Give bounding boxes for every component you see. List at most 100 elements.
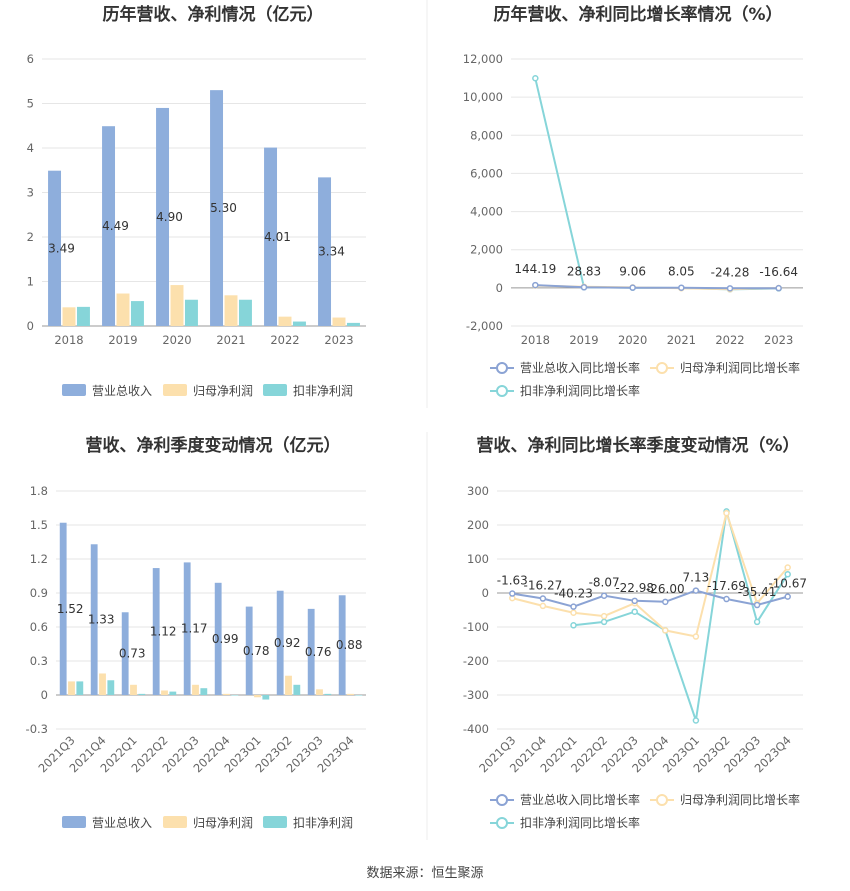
data-label: 28.83 — [567, 264, 601, 278]
legend-label: 归母净利润 — [193, 384, 253, 398]
bar-revenue — [338, 595, 346, 695]
data-label: -16.64 — [759, 265, 798, 279]
data-label: 0.88 — [336, 638, 363, 652]
bar-net-profit — [99, 673, 106, 695]
bar-deducted-profit — [76, 681, 84, 695]
series-point — [580, 284, 588, 291]
bar-net-profit — [347, 693, 354, 695]
data-label: 3.34 — [318, 245, 345, 259]
series-point — [570, 603, 577, 610]
x-tick-label: 2020 — [162, 333, 191, 347]
bar-revenue — [245, 606, 253, 695]
bar-revenue — [48, 170, 62, 326]
bar-revenue — [156, 107, 170, 326]
series-point — [723, 595, 730, 603]
bar-net-profit — [223, 693, 230, 695]
legend-label: 营业总收入同比增长率 — [520, 792, 640, 807]
bar-deducted-profit — [200, 688, 208, 695]
legend-swatch — [163, 816, 187, 828]
series-point — [723, 509, 730, 517]
legend-swatch-marker — [496, 385, 508, 397]
x-tick-label: 2022 — [715, 333, 744, 347]
bar-deducted-profit — [138, 693, 146, 695]
data-label: -8.07 — [589, 576, 620, 590]
bar-revenue — [102, 126, 116, 326]
legend-label: 归母净利润同比增长率 — [680, 792, 800, 807]
bar-net-profit — [170, 285, 184, 326]
series-point — [600, 618, 608, 626]
series-point — [539, 602, 547, 610]
legend-swatch-marker — [656, 362, 668, 374]
bar-revenue — [210, 90, 224, 327]
y-tick-label: 0 — [27, 319, 34, 333]
bar-deducted-profit — [107, 680, 115, 695]
y-tick-label: 5 — [27, 97, 34, 111]
series-point — [570, 622, 577, 629]
series-point — [678, 284, 685, 291]
series-point — [631, 597, 638, 605]
bar-net-profit — [161, 690, 168, 695]
legend-swatch — [263, 816, 287, 828]
y-tick-label: 200 — [467, 518, 489, 532]
legend-label: 归母净利润同比增长率 — [680, 360, 800, 375]
series-point — [532, 281, 539, 289]
bar-deducted-profit — [231, 695, 239, 696]
bar-revenue — [318, 177, 332, 326]
data-label: 1.12 — [150, 625, 177, 639]
bar-deducted-profit — [130, 301, 144, 326]
chart-title: 历年营收、净利同比增长率情况（%） — [493, 4, 782, 25]
y-tick-label: 1.2 — [30, 552, 48, 566]
y-tick-label: 0 — [41, 688, 48, 702]
series-point — [753, 618, 761, 626]
series-point — [692, 587, 700, 594]
series-point — [784, 593, 791, 600]
y-tick-label: -2,000 — [466, 319, 503, 333]
series-point — [532, 75, 539, 82]
annual-amount-panel: 历年营收、净利情况（亿元） 0 1 2 3 4 5 6 2018 2019 2020 2021 202… — [27, 4, 366, 398]
y-tick-label: 0.3 — [30, 654, 48, 668]
data-label: 1.17 — [181, 622, 208, 636]
series-point — [784, 564, 791, 571]
series-point — [509, 590, 516, 597]
data-label: 0.92 — [274, 636, 301, 650]
bar-revenue — [264, 147, 278, 326]
y-tick-label: 3 — [27, 186, 34, 200]
bar-revenue — [276, 590, 284, 695]
legend-swatch-marker — [656, 794, 668, 806]
data-label: 9.06 — [619, 265, 646, 279]
quarterly-growth-panel: 营收、净利同比增长率季度变动情况（%） -400 -300 -200 -100 0 100… — [463, 435, 807, 830]
annual-growth-panel: 历年营收、净利同比增长率情况（%） -2,000 0 2,000 4,000 6,000… — [463, 4, 803, 398]
bar-net-profit — [192, 684, 199, 695]
legend-label: 扣非净利润 — [293, 384, 353, 398]
legend-label: 营业总收入同比增长率 — [520, 360, 640, 375]
data-label: 3.49 — [48, 241, 75, 255]
legend-swatch — [163, 384, 187, 396]
x-tick-label: 2023 — [764, 333, 793, 347]
legend-label: 营业总收入 — [92, 816, 152, 830]
bar-deducted-profit — [169, 691, 177, 695]
series-point — [726, 285, 734, 292]
legend-swatch-marker — [496, 817, 508, 829]
x-tick-label: 2021 — [216, 333, 245, 347]
series-point — [662, 627, 669, 634]
data-label: 0.76 — [305, 645, 332, 659]
bar-revenue — [59, 522, 67, 695]
bar-revenue — [307, 608, 315, 695]
series-line-net-profit-growth — [512, 509, 789, 638]
data-label: 0.99 — [212, 632, 239, 646]
bar-net-profit — [278, 316, 292, 326]
y-tick-label: -100 — [463, 620, 489, 634]
bar-net-profit — [332, 317, 346, 326]
y-tick-label: 2,000 — [470, 243, 503, 257]
chart-title: 营收、净利季度变动情况（亿元） — [86, 435, 341, 456]
y-tick-label: 4 — [27, 141, 34, 155]
series-point — [600, 592, 608, 599]
bar-revenue — [121, 612, 129, 695]
bar-deducted-profit — [238, 299, 252, 326]
series-point — [692, 717, 700, 724]
x-tick-label: 2020 — [618, 333, 647, 347]
legend-label: 扣非净利润同比增长率 — [520, 815, 640, 830]
legend-swatch — [62, 816, 86, 828]
series-line-deducted-profit-growth — [534, 78, 779, 291]
y-tick-label: 4,000 — [470, 205, 503, 219]
